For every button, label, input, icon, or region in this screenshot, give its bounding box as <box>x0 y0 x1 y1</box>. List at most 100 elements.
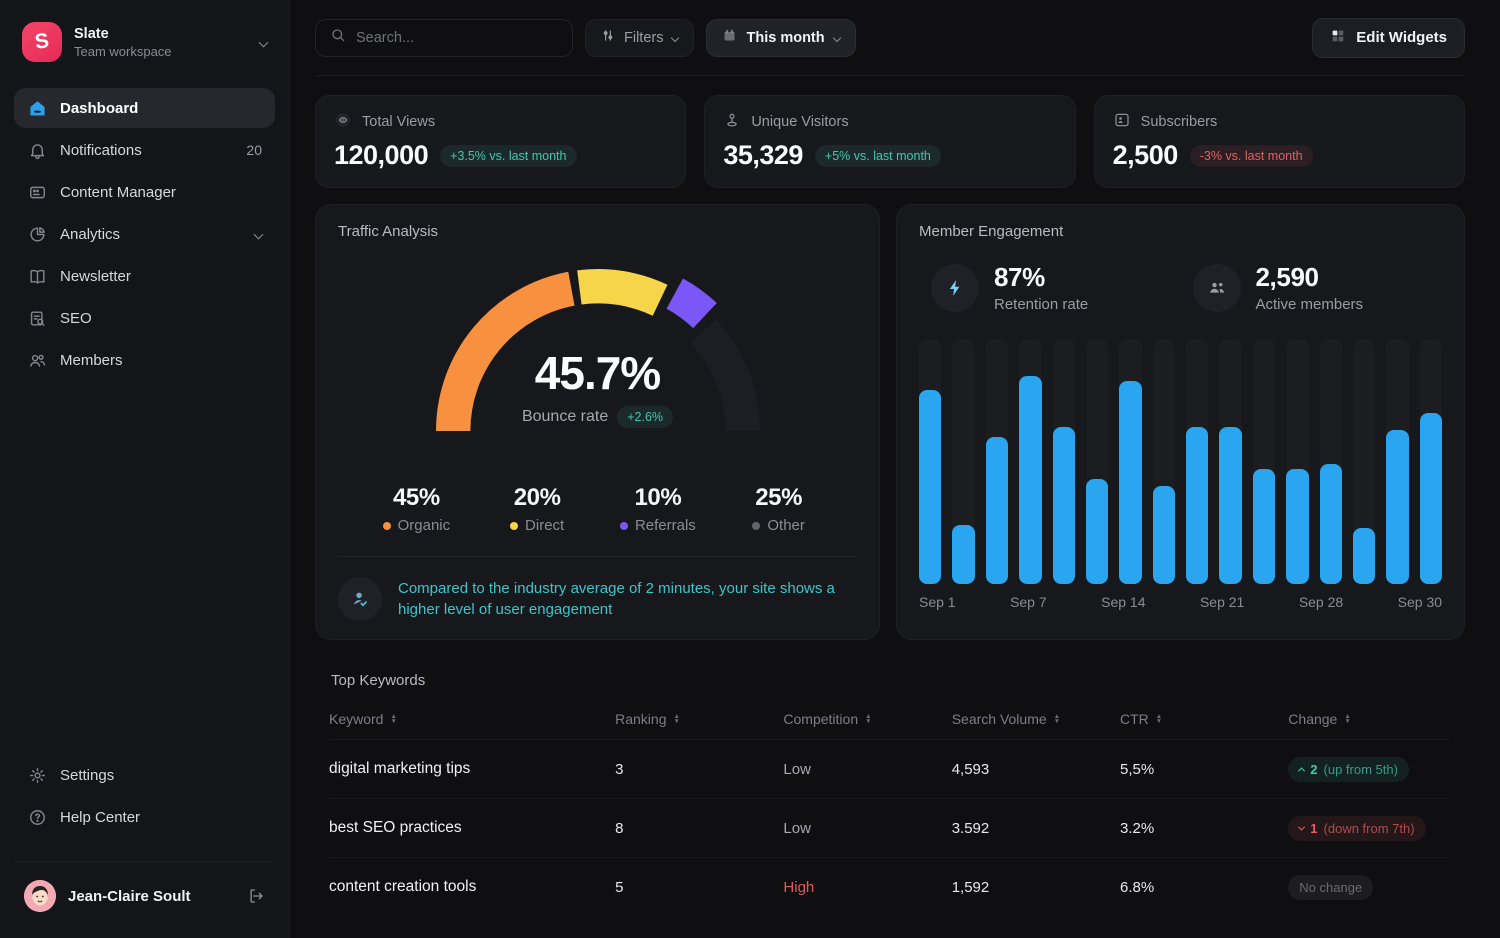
filters-button[interactable]: Filters <box>585 18 695 57</box>
workspace-switcher[interactable]: S Slate Team workspace <box>14 16 275 80</box>
sidebar-item-seo[interactable]: SEO <box>14 298 275 338</box>
sidebar-item-notifications[interactable]: Notifications 20 <box>14 130 275 170</box>
engagement-note: Compared to the industry average of 2 mi… <box>338 556 857 621</box>
bar <box>1252 339 1276 584</box>
lightning-icon <box>931 263 979 312</box>
search-volume-cell: 4,593 <box>951 760 990 778</box>
widgets-grid-icon <box>1330 28 1346 48</box>
sidebar-item-label: Dashboard <box>60 99 139 117</box>
user-name: Jean-Claire Soult <box>68 887 191 905</box>
book-icon <box>27 266 47 286</box>
charts-row: Traffic Analysis 45.7% Bounce rate +2.6%… <box>315 204 1465 640</box>
gear-icon <box>27 765 47 785</box>
bar <box>985 339 1009 584</box>
sidebar-item-help-center[interactable]: Help Center <box>14 797 275 837</box>
column-header-ctr[interactable]: CTR ▲ ▼ <box>1120 711 1163 727</box>
avatar <box>24 880 56 912</box>
change-badge: No change <box>1288 874 1374 900</box>
table-row[interactable]: content creation tools 5 High 1,592 6.8%… <box>329 857 1451 916</box>
people-icon <box>27 350 47 370</box>
bell-icon <box>27 140 47 160</box>
bounce-rate-value: 45.7% <box>534 347 661 399</box>
main-content: Filters This month Edit Widgets <box>290 0 1500 938</box>
column-header-keyword[interactable]: Keyword ▲ ▼ <box>329 711 397 727</box>
bar-fill <box>1286 468 1309 584</box>
sort-icon: ▲ ▼ <box>1155 713 1163 725</box>
column-header-search-volume[interactable]: Search Volume ▲ ▼ <box>951 711 1061 727</box>
x-axis-tick-label: Sep 21 <box>1199 594 1245 610</box>
sidebar-item-label: Notifications <box>60 141 142 159</box>
change-badge: 2 (up from 5th) <box>1288 756 1409 782</box>
sidebar-item-members[interactable]: Members <box>14 340 275 380</box>
direct-dot <box>510 521 519 530</box>
table-row[interactable]: best SEO practices 8 Low 3.592 3.2% 1 (do… <box>329 798 1451 857</box>
legend-item-organic: 45% Organic <box>356 484 477 534</box>
bar <box>1052 339 1075 584</box>
search-volume-cell: 1,592 <box>951 878 990 896</box>
members-icon <box>1192 263 1241 312</box>
x-axis-tick-label <box>967 594 978 610</box>
bar <box>1386 339 1409 584</box>
workspace-type: Team workspace <box>74 43 172 59</box>
visitor-pin-icon <box>723 111 741 133</box>
competition-cell: Low <box>783 760 811 778</box>
top-keywords-title: Top Keywords <box>331 672 426 689</box>
engagement-note-text: Compared to the industry average of 2 mi… <box>398 579 835 618</box>
slate-logo: S <box>22 22 62 62</box>
sidebar-footer: Settings Help Center Jean-Claire Soult <box>14 755 275 920</box>
bar-fill <box>1352 527 1376 584</box>
bounce-rate-label: Bounce rate <box>521 408 609 425</box>
active-members-stat: 2,590 Active members <box>1181 262 1443 313</box>
x-axis-tick-label <box>1255 594 1266 610</box>
edit-widgets-button[interactable]: Edit Widgets <box>1312 17 1465 58</box>
column-header-change[interactable]: Change ▲ ▼ <box>1288 711 1351 727</box>
sidebar-item-newsletter[interactable]: Newsletter <box>14 256 275 296</box>
keyword-cell: digital marketing tips <box>329 760 471 777</box>
logout-icon[interactable] <box>247 887 265 905</box>
bar-fill <box>985 437 1009 584</box>
x-axis-tick-label: Sep 1 <box>919 594 956 610</box>
retention-label: Retention rate <box>994 296 1089 313</box>
user-profile[interactable]: Jean-Claire Soult <box>14 861 275 920</box>
x-axis-tick-label <box>1376 594 1387 610</box>
sort-icon: ▲ ▼ <box>390 713 397 725</box>
bar-fill <box>1186 427 1209 584</box>
traffic-analysis-card: Traffic Analysis 45.7% Bounce rate +2.6%… <box>315 204 880 640</box>
other-dot <box>752 521 761 530</box>
keyword-cell: content creation tools <box>329 878 477 895</box>
search-box[interactable] <box>315 18 573 57</box>
period-selector-button[interactable]: This month <box>706 18 856 57</box>
table-row[interactable]: digital marketing tips 3 Low 4,593 5,5% … <box>329 739 1451 798</box>
pie-chart-icon <box>27 224 47 244</box>
sidebar-item-content-manager[interactable]: Content Manager <box>14 172 275 212</box>
bar-fill <box>1386 429 1409 584</box>
stat-card-subscribers: Subscribers 2,500 -3% vs. last month <box>1093 95 1465 188</box>
retention-stat: 87% Retention rate <box>919 262 1181 313</box>
bar-fill <box>1052 427 1075 584</box>
x-axis-tick-label: Sep 28 <box>1298 594 1344 610</box>
ranking-cell: 8 <box>615 819 624 837</box>
search-input[interactable] <box>356 29 558 46</box>
search-volume-cell: 3.592 <box>951 819 990 837</box>
column-header-ranking[interactable]: Ranking ▲ ▼ <box>615 711 680 727</box>
bar <box>1352 339 1376 584</box>
gauge-segment-organic <box>435 271 575 432</box>
filters-label: Filters <box>624 29 664 46</box>
sidebar: S Slate Team workspace Dashboard Notific… <box>0 0 290 938</box>
engagement-bar-chart-labels: Sep 1 Sep 7 Sep 14 Sep 21 Sep 28 Sep 30 <box>919 594 1442 610</box>
home-icon <box>27 98 47 118</box>
ranking-cell: 5 <box>615 878 624 896</box>
sidebar-item-dashboard[interactable]: Dashboard <box>14 88 275 128</box>
legend-item-referrals: 10% Referrals <box>598 484 719 534</box>
stat-card-total-views: Total Views 120,000 +3.5% vs. last month <box>315 95 687 188</box>
member-engagement-card: Member Engagement 87% Retention rate <box>896 204 1465 640</box>
active-members-value: 2,590 <box>1255 262 1319 292</box>
column-header-competition[interactable]: Competition ▲ ▼ <box>783 711 872 727</box>
arrow-down-icon <box>1298 823 1306 831</box>
sidebar-item-analytics[interactable]: Analytics <box>14 214 275 254</box>
sidebar-item-settings[interactable]: Settings <box>14 755 275 795</box>
organic-dot <box>382 521 391 530</box>
bar <box>1219 339 1242 584</box>
ranking-cell: 3 <box>615 760 624 778</box>
